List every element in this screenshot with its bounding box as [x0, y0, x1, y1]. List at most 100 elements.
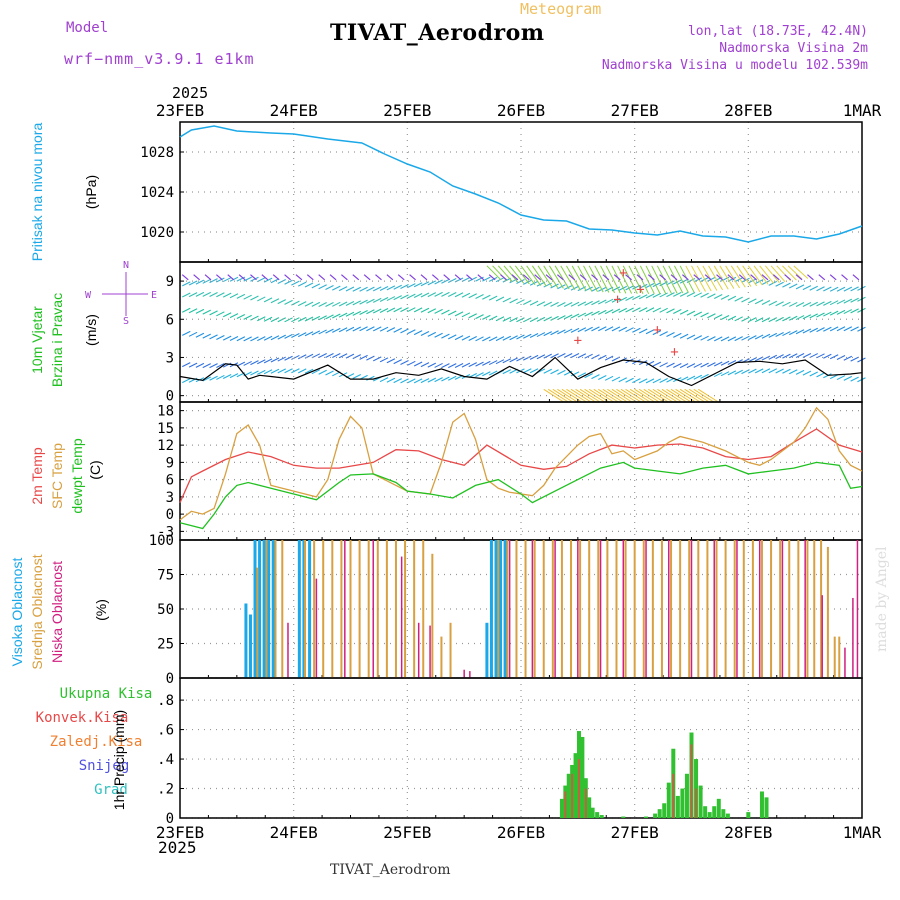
wind-barb	[818, 274, 826, 281]
wind-barb-strong	[651, 265, 667, 294]
wind-barb	[802, 370, 812, 376]
wind-barb	[673, 332, 682, 338]
wind-barb	[516, 317, 525, 323]
precip-total-bar	[595, 812, 600, 818]
wind-barb	[795, 353, 805, 359]
wind-barb	[570, 301, 580, 307]
wind-barb	[277, 299, 286, 305]
wind-barb-strong	[770, 265, 786, 283]
wind-barb	[291, 300, 300, 306]
wind-barb	[659, 292, 668, 298]
wind-barb	[652, 378, 662, 384]
low-cloud-bar	[856, 540, 859, 678]
wind-barb	[789, 330, 798, 336]
wind-barb	[782, 301, 791, 307]
wind-barb-strong	[593, 388, 615, 403]
wind-barb	[400, 283, 409, 289]
wind-barb	[475, 336, 484, 342]
wind-barb	[477, 274, 485, 281]
wind-barb	[673, 362, 682, 368]
wind-barb	[372, 356, 382, 362]
wind-barb	[250, 315, 259, 321]
wind-barb	[632, 295, 641, 301]
mid-cloud-bar	[588, 540, 591, 678]
wind-barb	[195, 308, 205, 314]
wind-barb	[816, 327, 825, 333]
wind-barb	[529, 368, 539, 374]
wind-barb	[311, 369, 321, 375]
wind-barb	[393, 295, 402, 301]
mid-cloud-bar	[642, 540, 645, 678]
wind-barb-strong	[713, 265, 729, 290]
wind-barb	[431, 274, 439, 281]
wind-barb	[372, 297, 382, 303]
wind-barb	[195, 279, 205, 285]
wind-barb	[393, 307, 402, 313]
y-tick-label: 1028	[140, 145, 174, 161]
temperature-line-2	[179, 406, 863, 521]
wind-barb	[625, 377, 634, 383]
low-cloud-bar	[554, 540, 556, 678]
wind-barb	[509, 298, 518, 304]
wind-barb	[761, 355, 771, 361]
wind-barb	[366, 298, 375, 304]
wind-barb	[761, 274, 769, 281]
wind-barb	[536, 332, 546, 338]
wind-barb	[332, 285, 341, 291]
wind-barb	[550, 315, 559, 321]
wind-barb	[598, 374, 607, 380]
wind-barb	[427, 280, 437, 286]
wind-barb	[625, 307, 634, 313]
wind-barb	[448, 310, 457, 316]
wind-barb-strong	[531, 265, 547, 287]
wind-barb	[727, 315, 737, 321]
wind-barb	[611, 297, 621, 303]
wind-barb-strong	[611, 388, 633, 403]
wind-barb	[768, 300, 778, 306]
low-cloud-bar	[713, 540, 715, 678]
gust-marker: +	[636, 282, 644, 298]
wind-barb	[570, 327, 580, 333]
wind-barb-strong	[662, 265, 678, 294]
wind-barb-strong	[666, 388, 687, 403]
mid-cloud-bar	[376, 540, 379, 678]
wind-barb	[413, 361, 423, 367]
y-tick-label: .8	[157, 693, 174, 709]
wind-barb-strong	[639, 265, 655, 295]
wind-barb	[468, 336, 477, 342]
wind-barb	[754, 317, 764, 323]
wind-barb-strong	[674, 265, 689, 293]
low-cloud-bar	[668, 540, 670, 678]
low-cloud-bar	[844, 647, 846, 678]
wind-barb	[679, 363, 689, 369]
wind-barb	[850, 297, 859, 303]
model-label: Model	[66, 20, 109, 36]
wind-ylabel: 10m Vjetar	[29, 306, 45, 374]
wind-barb-strong	[634, 388, 655, 403]
wind-barb	[222, 292, 232, 298]
wind-barb	[229, 313, 239, 319]
wind-barb	[379, 377, 389, 383]
precip-legend-item: Ukupna Kisa	[60, 686, 153, 702]
wind-barb-strong	[684, 388, 705, 403]
wind-barb	[543, 331, 552, 337]
wind-barb	[693, 362, 703, 368]
wind-barb	[645, 329, 655, 335]
wind-barb	[366, 309, 375, 315]
wind-barb	[236, 336, 246, 342]
wind-barb	[734, 369, 743, 375]
precip-total-bar	[721, 809, 726, 818]
wind-barb	[272, 274, 280, 281]
mid-cloud-bar	[367, 540, 370, 678]
precip-total-bar	[712, 806, 717, 818]
y-tick-label: 9	[166, 455, 174, 471]
wind-barb	[291, 317, 300, 323]
wind-barb	[443, 274, 451, 281]
wind-barb-strong	[526, 265, 542, 286]
mid-cloud-bar	[679, 540, 682, 678]
mid-cloud-bar	[770, 540, 773, 678]
wind-barb	[352, 374, 362, 379]
wind-barb	[434, 308, 443, 314]
wind-barb	[270, 317, 280, 323]
wind-barb	[250, 276, 259, 282]
